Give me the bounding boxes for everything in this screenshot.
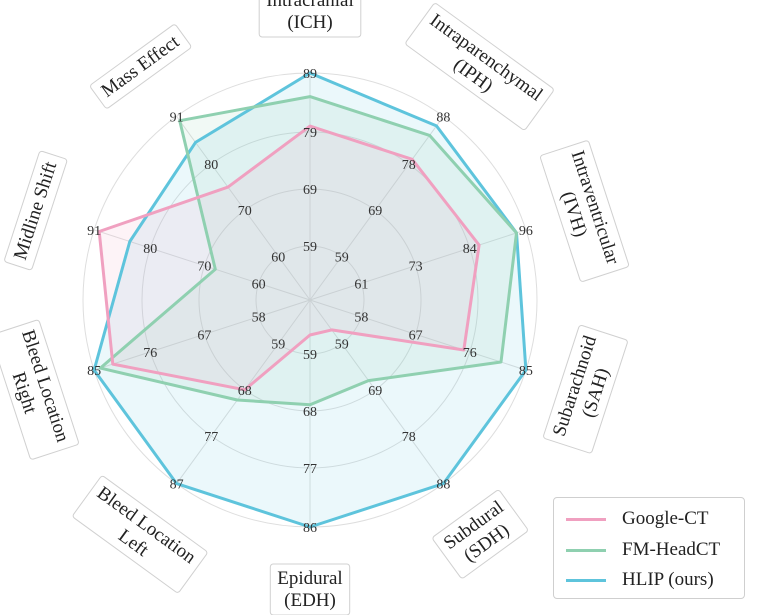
tick-label: 77: [303, 462, 317, 477]
axis-label-0: Intracranial (ICH): [258, 0, 362, 38]
axis-label-6: Bleed LocationLeft: [72, 475, 208, 593]
radar-series: [92, 71, 528, 529]
legend-label-hlip: HLIP (ours): [622, 569, 714, 590]
tick-label: 76: [143, 346, 157, 361]
series-line-0: [97, 124, 481, 392]
grid-spoke: [176, 116, 311, 301]
tick-label: 60: [271, 250, 285, 265]
axis-label-box: [72, 475, 208, 593]
tick-label: 84: [463, 242, 477, 257]
tick-label: 70: [197, 260, 211, 275]
tick-label: 80: [143, 242, 157, 257]
axis-label-text: Mass Effect: [97, 31, 183, 102]
series-line-1: [98, 95, 518, 407]
tick-label: 85: [87, 364, 101, 379]
axis-label-7: Bleed LocationRight: [0, 319, 79, 460]
tick-label: 61: [354, 277, 368, 292]
axis-label-box: [0, 319, 79, 460]
axis-label-9: Mass Effect: [90, 24, 192, 109]
tick-label: 59: [335, 250, 349, 265]
tick-label: 59: [335, 338, 349, 353]
tick-label: 78: [402, 158, 416, 173]
legend: Google-CT FM-HeadCT HLIP (ours): [553, 497, 745, 599]
radar-ticks: 59 69 79 89 59 69 78 88 61 73 84 96 58 67 76 85 59 69 78 88…: [87, 67, 533, 536]
axis-label-text: Epidural (EDH): [277, 568, 342, 611]
tick-label: 68: [238, 384, 252, 399]
grid-spoke: [309, 116, 444, 301]
tick-label: 70: [238, 204, 252, 219]
axis-label-text: Intracranial (ICH): [266, 0, 354, 33]
axis-label-box: [258, 0, 362, 38]
grid-spoke: [93, 299, 311, 371]
tick-label: 73: [409, 260, 423, 275]
tick-label: 77: [204, 430, 218, 445]
series-line-2: [92, 71, 528, 529]
axis-label-box: [269, 563, 351, 615]
tick-label: 87: [170, 478, 184, 493]
axis-label-box: [90, 24, 192, 109]
tick-label: 91: [87, 224, 101, 239]
tick-label: 60: [252, 277, 266, 292]
grid-spoke: [309, 299, 527, 371]
tick-label: 89: [303, 67, 317, 82]
axis-label-box: [543, 324, 628, 454]
tick-label: 69: [368, 384, 382, 399]
tick-label: 76: [463, 346, 477, 361]
legend-swatch-google-ct: [566, 517, 606, 521]
axis-label-4: Subdural(SDH): [432, 489, 528, 579]
grid-spoke: [176, 299, 311, 484]
axis-label-box: [432, 489, 528, 579]
tick-label: 85: [519, 364, 533, 379]
legend-item-google-ct: Google-CT: [566, 507, 709, 531]
axis-label-box: [540, 140, 630, 282]
axis-label-8: Midline Shift: [4, 150, 68, 271]
legend-swatch-hlip: [566, 578, 606, 582]
tick-label: 59: [271, 338, 285, 353]
tick-label: 78: [402, 430, 416, 445]
tick-label: 80: [204, 158, 218, 173]
tick-label: 88: [436, 478, 450, 493]
legend-label-google-ct: Google-CT: [622, 508, 709, 529]
tick-label: 88: [436, 110, 450, 125]
axis-label-1: Intraparenchymal(IPH): [405, 3, 554, 131]
tick-label: 67: [197, 328, 211, 343]
axis-label-3: Subarachnoid(SAH): [543, 324, 628, 454]
series-fill-0: [99, 126, 480, 390]
tick-label: 69: [303, 183, 317, 198]
tick-label: 58: [354, 311, 368, 326]
series-fill-1: [100, 96, 517, 405]
tick-label: 69: [368, 204, 382, 219]
axis-label-box: [405, 3, 554, 131]
tick-label: 58: [252, 311, 266, 326]
tick-label: 86: [303, 521, 317, 536]
tick-label: 68: [303, 405, 317, 420]
grid-spoke: [309, 229, 527, 301]
tick-label: 96: [519, 224, 533, 239]
legend-swatch-fm-headct: [566, 548, 606, 552]
tick-label: 59: [303, 240, 317, 255]
legend-item-hlip: HLIP (ours): [566, 568, 714, 592]
tick-label: 79: [303, 126, 317, 141]
series-fill-2: [94, 73, 526, 527]
tick-label: 67: [409, 328, 423, 343]
tick-label: 59: [303, 348, 317, 363]
legend-item-fm-headct: FM-HeadCT: [566, 538, 720, 562]
legend-label-fm-headct: FM-HeadCT: [622, 539, 721, 560]
axis-label-5: Epidural (EDH): [269, 563, 351, 615]
axis-label-2: Intraventricular(IVH): [540, 140, 630, 282]
axis-label-box: [4, 150, 68, 271]
tick-label: 91: [170, 110, 184, 125]
